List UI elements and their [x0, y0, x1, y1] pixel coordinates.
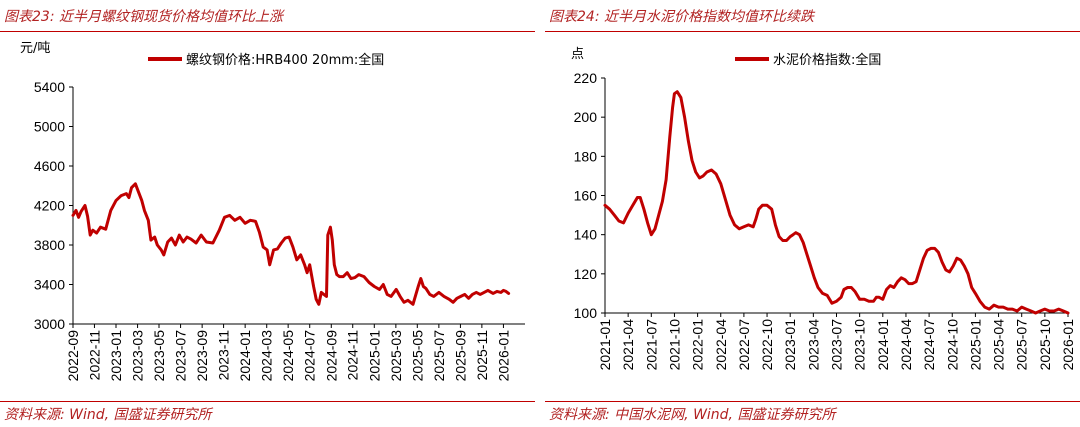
x-tick-label: 2026-01 [495, 330, 511, 382]
x-tick-label: 2023-05 [151, 330, 167, 382]
x-tick-label: 2025-01 [366, 330, 382, 382]
title-rule [545, 31, 1080, 32]
x-tick-label: 2023-03 [130, 330, 146, 382]
y-tick-label: 140 [574, 227, 598, 243]
x-tick-label: 2024-01 [237, 330, 253, 382]
x-tick-label: 2023-01 [782, 319, 798, 371]
y-tick-label: 120 [574, 266, 598, 282]
series-line [71, 182, 511, 306]
x-tick-label: 2024-01 [875, 319, 891, 371]
title-rule [0, 31, 535, 32]
y-tick-label: 3800 [34, 237, 65, 253]
x-tick-label: 2025-05 [409, 330, 425, 382]
x-tick-label: 2022-04 [713, 319, 729, 371]
x-tick-label: 2021-07 [643, 319, 659, 371]
figure-title: 图表24: 近半月水泥价格指数均值环比续跌 [549, 9, 814, 25]
x-tick-label: 2025-04 [991, 319, 1007, 371]
y-tick-label: 100 [574, 305, 598, 321]
x-tick-label: 2023-09 [194, 330, 210, 382]
y-axis-unit-label: 元/吨 [20, 41, 50, 56]
x-tick-label: 2023-11 [216, 330, 232, 381]
x-tick-label: 2021-04 [620, 319, 636, 371]
x-tick-label: 2024-04 [898, 319, 914, 371]
x-tick-label: 2021-01 [597, 319, 613, 371]
legend: 螺纹钢价格:HRB400 20mm:全国 [148, 52, 384, 68]
y-tick-label: 3000 [34, 316, 65, 332]
x-tick-label: 2022-01 [690, 319, 706, 371]
footer-rule [545, 401, 1080, 402]
y-tick-label: 200 [574, 109, 598, 125]
cement-index-panel: 图表24: 近半月水泥价格指数均值环比续跌 点 水泥价格指数:全国 100 120… [545, 0, 1080, 427]
x-tick-label: 2025-01 [967, 319, 983, 371]
x-tick-label: 2022-09 [65, 330, 81, 382]
steel-price-panel: 图表23: 近半月螺纹钢现货价格均值环比上涨 元/吨 螺纹钢价格:HRB400 … [0, 0, 535, 427]
x-tick-label: 2026-01 [1060, 319, 1076, 371]
x-tick-label: 2022-07 [736, 319, 752, 371]
y-tick-label: 5000 [34, 119, 65, 135]
figure-title: 图表23: 近半月螺纹钢现货价格均值环比上涨 [4, 9, 283, 25]
x-tick-label: 2024-07 [921, 319, 937, 371]
x-tick-label: 2024-11 [345, 330, 361, 381]
footer-rule [0, 401, 535, 402]
x-tick-label: 2022-11 [86, 330, 102, 381]
y-tick-label: 4600 [34, 158, 65, 174]
x-tick-label: 2023-07 [829, 319, 845, 371]
legend-label: 螺纹钢价格:HRB400 20mm:全国 [186, 52, 384, 68]
y-tick-label: 3400 [34, 277, 65, 293]
x-tick-label: 2024-03 [259, 330, 275, 382]
x-tick-label: 2024-05 [280, 330, 296, 382]
y-tick-label: 220 [574, 70, 598, 86]
x-tick-label: 2024-10 [944, 319, 960, 371]
x-tick-label: 2025-07 [431, 330, 447, 382]
cement-index-chart: 点 水泥价格指数:全国 100 120 140 160 180 200 220 2021-01… [571, 47, 1076, 371]
legend: 水泥价格指数:全国 [735, 52, 881, 68]
y-tick-label: 160 [574, 188, 598, 204]
y-tick-label: 5400 [34, 79, 65, 95]
legend-label: 水泥价格指数:全国 [773, 52, 881, 68]
y-tick-label: 180 [574, 148, 598, 164]
x-tick-label: 2023-07 [173, 330, 189, 382]
source-note: 资料来源: 中国水泥网, Wind, 国盛证券研究所 [549, 407, 836, 423]
y-axis-unit-label: 点 [571, 47, 584, 62]
x-tick-label: 2025-07 [1014, 319, 1030, 371]
x-tick-label: 2025-10 [1037, 319, 1053, 371]
x-tick-label: 2024-09 [323, 330, 339, 382]
x-tick-label: 2025-11 [474, 330, 490, 381]
series-line [603, 90, 1070, 315]
x-tick-label: 2024-07 [302, 330, 318, 382]
source-note: 资料来源: Wind, 国盛证券研究所 [4, 407, 212, 423]
x-tick-label: 2023-01 [108, 330, 124, 382]
steel-price-chart: 元/吨 螺纹钢价格:HRB400 20mm:全国 3000 3400 3800 420… [20, 41, 525, 382]
x-tick-label: 2025-09 [452, 330, 468, 382]
x-tick-label: 2025-03 [388, 330, 404, 382]
x-tick-label: 2021-10 [666, 319, 682, 371]
x-tick-label: 2022-10 [759, 319, 775, 371]
x-tick-label: 2023-04 [805, 319, 821, 371]
x-tick-label: 2023-10 [852, 319, 868, 371]
y-tick-label: 4200 [34, 198, 65, 214]
